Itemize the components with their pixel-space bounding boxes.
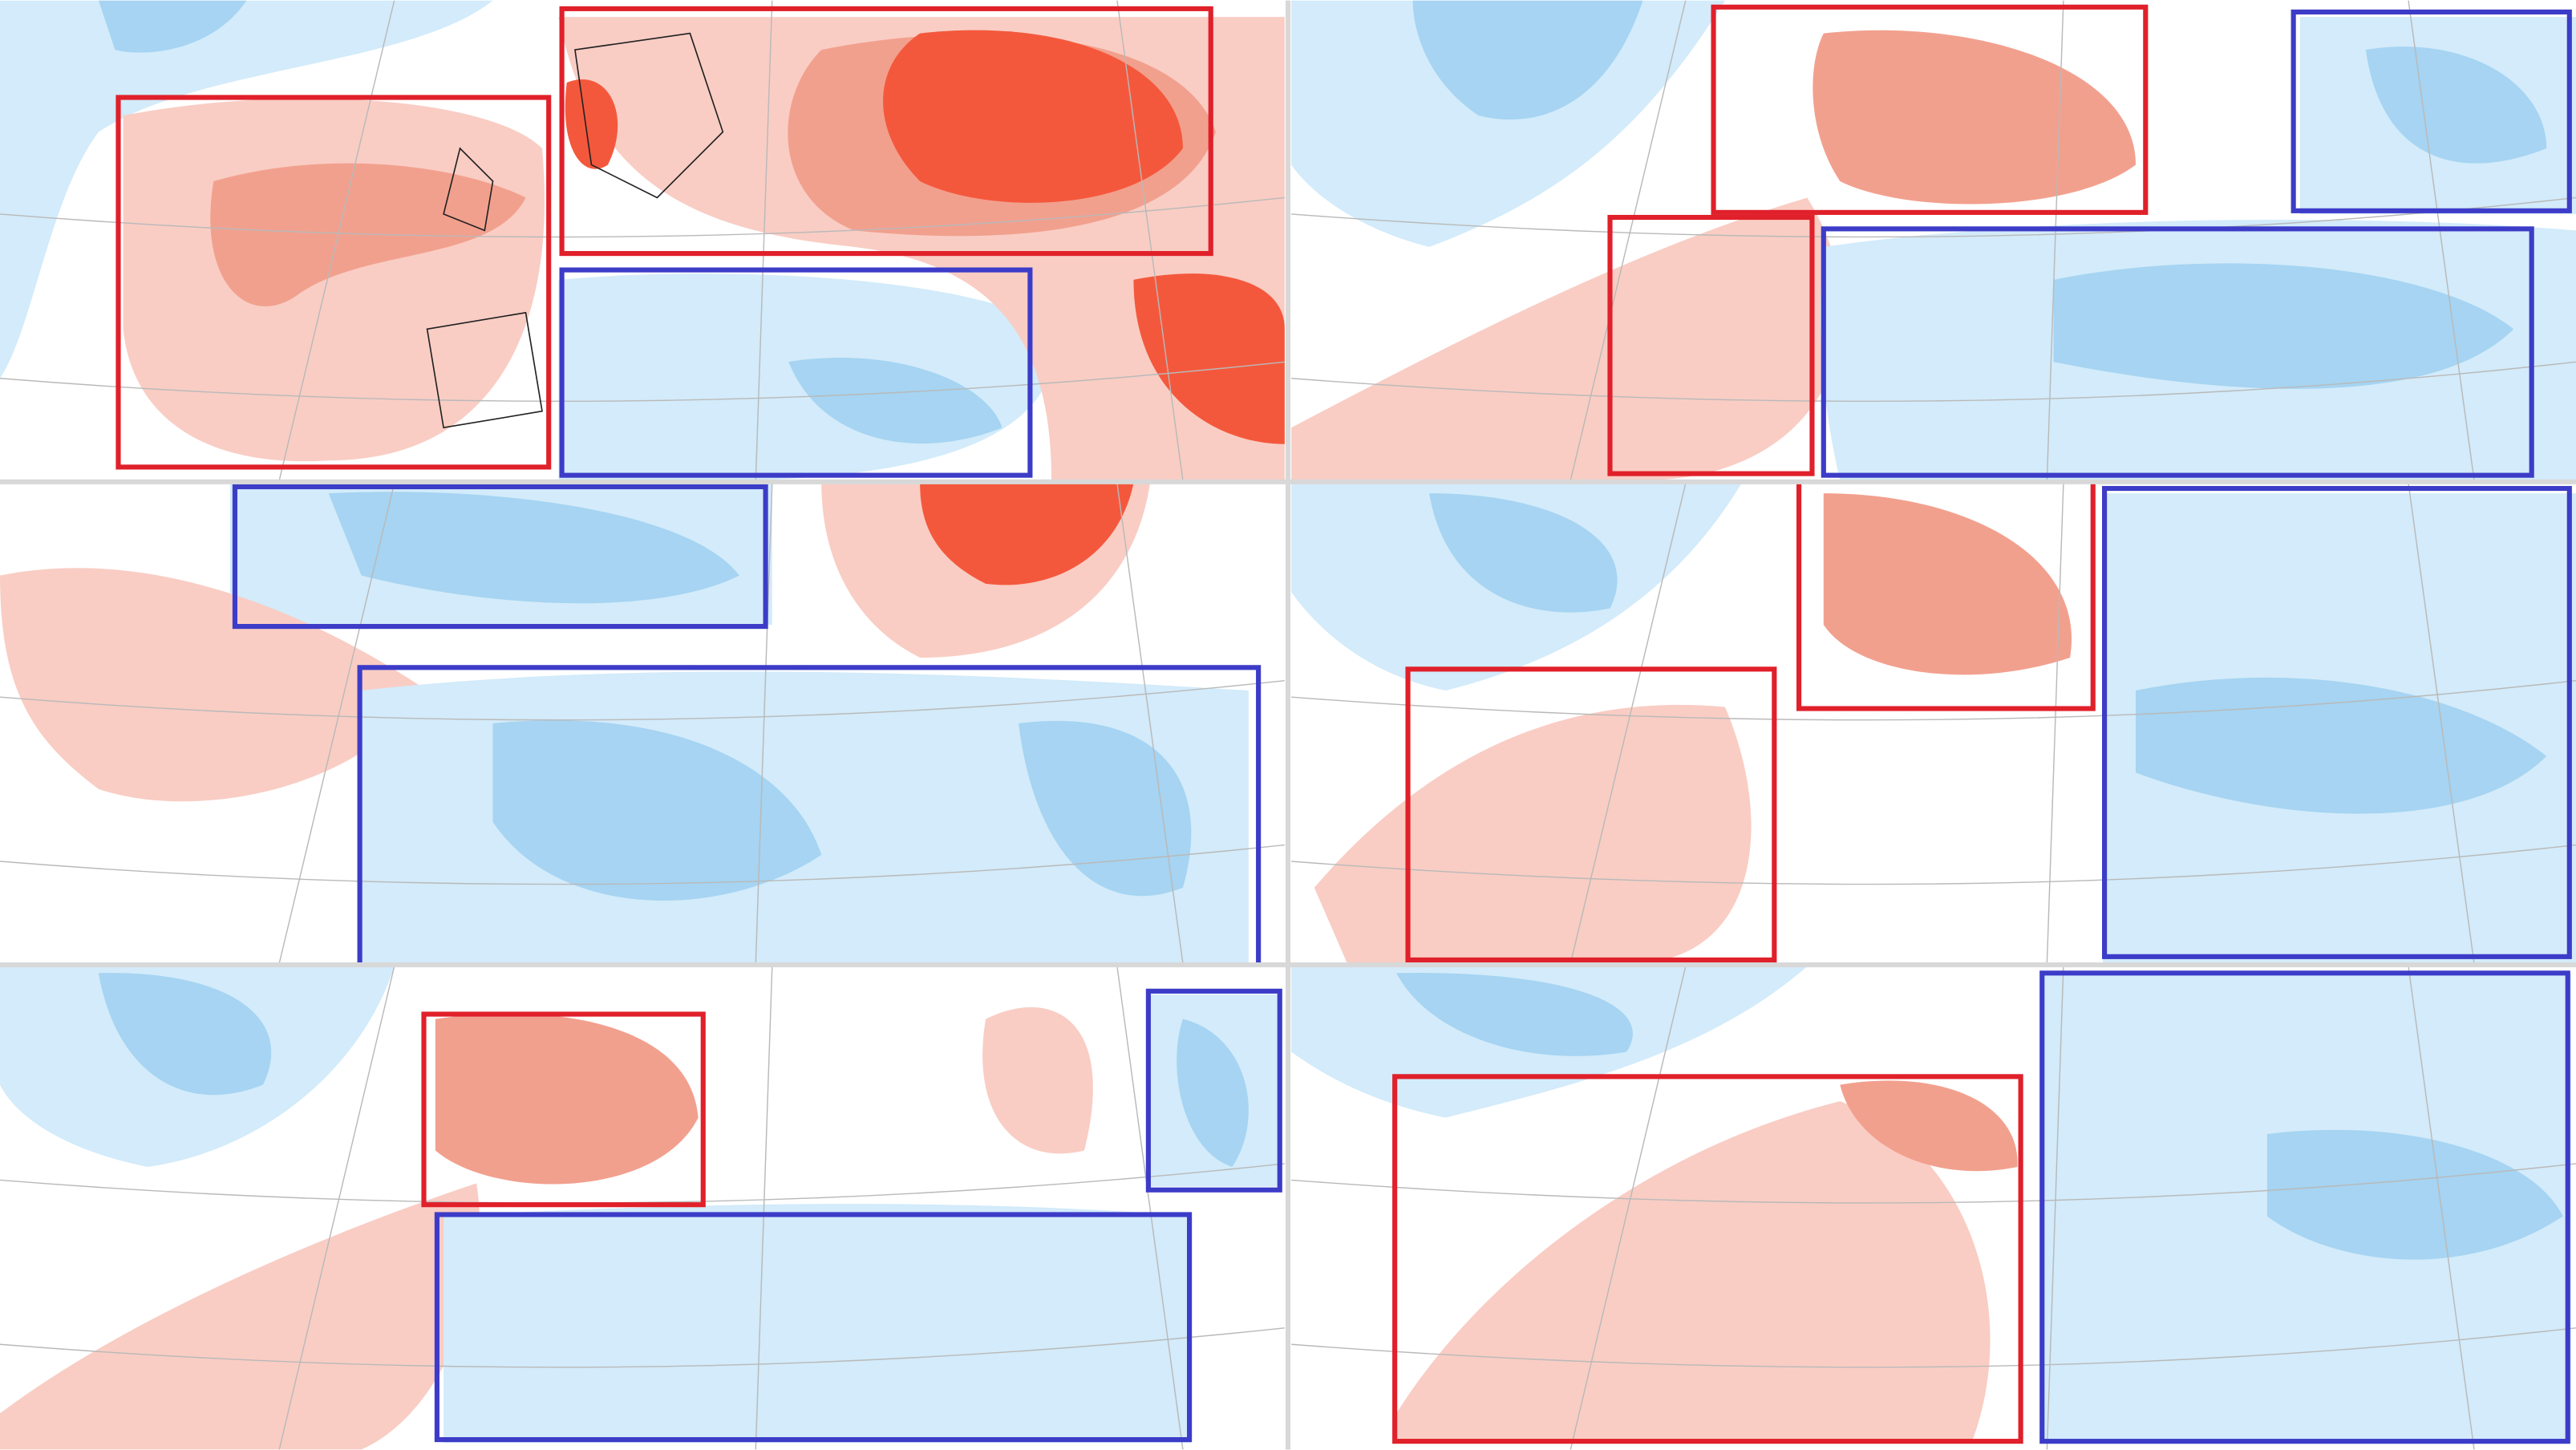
anomaly-cold bbox=[2136, 677, 2547, 814]
anomaly-warm bbox=[435, 1013, 699, 1185]
graticule bbox=[0, 0, 1285, 480]
panel bbox=[0, 0, 1285, 480]
anomaly-warm bbox=[1396, 1101, 1991, 1444]
anomaly-warm bbox=[1840, 1080, 2018, 1172]
anomaly-cold bbox=[444, 1204, 1192, 1444]
anomaly-warm bbox=[1314, 704, 1752, 964]
cold-region-box bbox=[434, 1212, 1193, 1443]
anomaly-cold bbox=[1019, 720, 1192, 897]
cold-region-box bbox=[559, 267, 1033, 478]
anomaly-warm bbox=[0, 1183, 480, 1450]
anomaly-cold bbox=[1177, 1019, 1249, 1168]
warm-region-box bbox=[1405, 666, 1777, 963]
anomaly-warm bbox=[982, 1006, 1093, 1154]
graticule bbox=[1291, 0, 2576, 480]
warm-region-box bbox=[421, 1011, 706, 1208]
cold-region-box bbox=[1821, 226, 2534, 478]
coastline bbox=[426, 32, 724, 429]
anomaly-warm bbox=[565, 79, 618, 169]
panel bbox=[1291, 966, 2576, 1450]
warm-region-box bbox=[1796, 483, 2096, 711]
anomaly-cold bbox=[788, 357, 1002, 444]
warm-region-box bbox=[1711, 4, 2149, 215]
anomaly-warm bbox=[920, 483, 1134, 585]
anomaly-cold bbox=[2365, 47, 2547, 164]
anomaly-cold bbox=[2053, 263, 2514, 389]
warm-region-box bbox=[559, 6, 1213, 257]
warm-region-box bbox=[1392, 1074, 2023, 1444]
anomaly-cold bbox=[1412, 0, 1643, 120]
cold-region-box bbox=[1145, 988, 1282, 1193]
graticule bbox=[0, 483, 1285, 964]
anomaly-cold bbox=[1396, 973, 1633, 1056]
anomaly-cold bbox=[1429, 493, 1618, 613]
graticule bbox=[1291, 483, 2576, 964]
panel bbox=[1291, 483, 2576, 964]
cold-region-box bbox=[2290, 9, 2572, 213]
anomaly-warm bbox=[1823, 493, 2072, 675]
anomaly-cold bbox=[492, 720, 822, 901]
cold-region-box bbox=[2102, 485, 2572, 959]
anomaly-cold bbox=[2266, 1129, 2563, 1260]
cold-region-box bbox=[232, 484, 768, 630]
anomaly-warm bbox=[883, 30, 1183, 203]
panel bbox=[0, 966, 1285, 1450]
anomaly-warm bbox=[1133, 273, 1285, 444]
cold-region-box bbox=[2039, 970, 2570, 1444]
anomaly-cold bbox=[98, 973, 272, 1096]
cold-region-box bbox=[357, 665, 1262, 964]
anomaly-warm bbox=[0, 568, 427, 802]
anomaly-warm bbox=[1291, 197, 1842, 480]
anomaly-cold bbox=[328, 492, 739, 604]
panel bbox=[0, 483, 1285, 964]
anomaly-warm bbox=[1813, 30, 2137, 205]
warm-region-box bbox=[115, 95, 552, 470]
panel bbox=[1291, 0, 2576, 480]
anomaly-cold bbox=[1291, 0, 1725, 247]
graticule bbox=[1291, 966, 2576, 1450]
warm-region-box bbox=[1607, 214, 1815, 476]
anomaly-cold bbox=[98, 0, 247, 53]
